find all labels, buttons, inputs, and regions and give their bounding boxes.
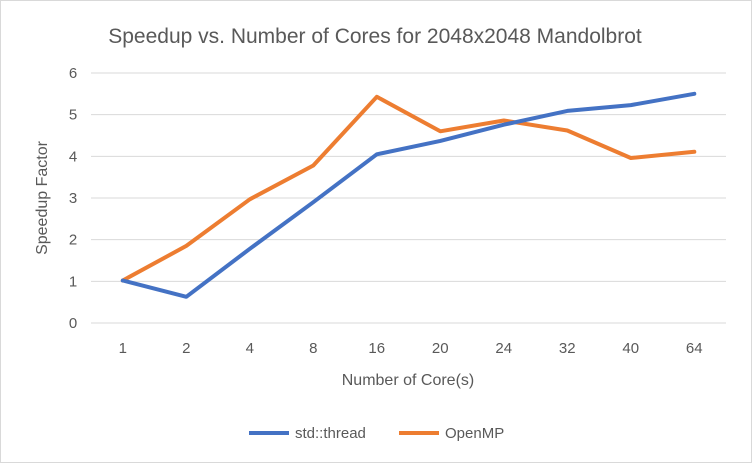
legend: std::thread OpenMP <box>249 425 504 442</box>
chart-title: Speedup vs. Number of Cores for 2048x204… <box>108 25 642 48</box>
y-axis-label: Speedup Factor <box>34 140 51 255</box>
x-tick-label: 16 <box>368 340 385 357</box>
y-tick-label: 0 <box>69 315 77 332</box>
y-tick-label: 4 <box>69 148 77 165</box>
x-axis-ticks: 1 2 4 8 16 20 24 32 40 64 <box>119 340 703 357</box>
y-tick-label: 3 <box>69 190 77 207</box>
x-tick-label: 4 <box>246 340 254 357</box>
series-lines <box>120 91 697 299</box>
x-tick-label: 64 <box>686 340 703 357</box>
gridlines <box>91 72 726 324</box>
series-line-0 <box>120 91 697 299</box>
x-axis-label: Number of Core(s) <box>342 372 474 389</box>
x-tick-label: 8 <box>309 340 317 357</box>
series-line-1 <box>120 94 697 283</box>
y-tick-label: 6 <box>69 65 77 82</box>
x-tick-label: 32 <box>559 340 576 357</box>
y-tick-label: 2 <box>69 232 77 249</box>
y-tick-label: 5 <box>69 107 77 124</box>
x-tick-label: 20 <box>432 340 449 357</box>
x-tick-label: 2 <box>182 340 190 357</box>
x-tick-label: 24 <box>495 340 512 357</box>
x-tick-label: 1 <box>119 340 127 357</box>
y-axis-ticks: 0 1 2 3 4 5 6 <box>69 65 77 332</box>
legend-label-0: std::thread <box>295 425 366 442</box>
x-tick-label: 40 <box>622 340 639 357</box>
legend-label-1: OpenMP <box>445 425 504 442</box>
y-tick-label: 1 <box>69 273 77 290</box>
